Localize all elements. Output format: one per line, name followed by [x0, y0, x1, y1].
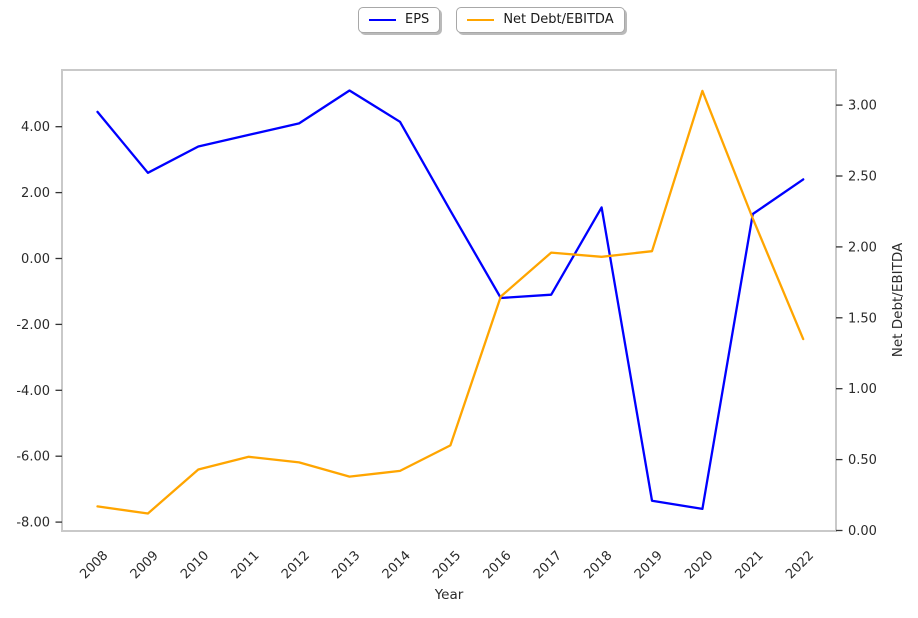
legend-eps-label: EPS — [405, 12, 430, 27]
x-axis-tick-label: 2022 — [783, 548, 817, 582]
left-axis-tick-label: -4.00 — [16, 384, 50, 399]
right-axis-tick-label: 0.50 — [848, 453, 877, 468]
legend-row: EPS Net Debt/EBITDA — [358, 7, 625, 33]
x-axis-tick-label: 2020 — [682, 548, 716, 582]
legend-net-debt-ebitda-label: Net Debt/EBITDA — [503, 12, 614, 27]
x-axis-tick-label: 2009 — [128, 548, 162, 582]
eps-line — [96, 89, 805, 511]
right-axis-tick-label: 3.00 — [848, 99, 877, 114]
x-axis-title: Year — [434, 587, 464, 603]
x-axis: 2008 2009 2010 2011 2012 2013 2014 2015 2016 2017… — [77, 548, 817, 582]
left-axis-tick-label: -8.00 — [16, 516, 50, 531]
right-axis-tick-label: 0.00 — [848, 524, 877, 539]
x-axis-tick-label: 2015 — [430, 548, 464, 582]
right-axis: 3.00 2.50 2.00 1.50 1.00 0.50 0.00 — [836, 99, 877, 539]
x-axis-tick-label: 2010 — [178, 548, 212, 582]
legend-net-debt-ebitda: Net Debt/EBITDA — [456, 7, 625, 33]
left-axis: 4.00 2.00 0.00 -2.00 -4.00 -6.00 -8.00 — [16, 120, 62, 531]
net-debt-ebitda-line — [96, 89, 805, 515]
right-axis-tick-label: 1.50 — [848, 311, 877, 326]
plot-border — [61, 69, 837, 532]
eps-line-swatch — [369, 18, 396, 21]
net-debt-ebitda-line-swatch — [467, 18, 495, 21]
right-axis-tick-label: 2.00 — [848, 240, 877, 255]
right-axis-tick-label: 2.50 — [848, 170, 877, 185]
legend-eps: EPS — [358, 7, 441, 33]
x-axis-tick-label: 2008 — [77, 548, 111, 582]
x-axis-tick-label: 2018 — [581, 548, 615, 582]
x-axis-tick-label: 2021 — [733, 548, 767, 582]
x-axis-tick-label: 2019 — [632, 548, 666, 582]
left-axis-tick-label: 4.00 — [21, 120, 50, 135]
left-axis-tick-label: -6.00 — [16, 450, 50, 465]
left-axis-tick-label: 0.00 — [21, 252, 50, 267]
x-axis-tick-label: 2017 — [531, 548, 565, 582]
x-axis-tick-label: 2016 — [481, 548, 515, 582]
x-axis-tick-label: 2014 — [380, 548, 414, 582]
x-axis-tick-label: 2011 — [229, 548, 263, 582]
right-axis-title: Net Debt/EBITDA — [890, 242, 906, 357]
x-axis-tick-label: 2012 — [279, 548, 313, 582]
left-axis-tick-label: -2.00 — [16, 318, 50, 333]
x-axis-tick-label: 2013 — [329, 548, 363, 582]
left-axis-tick-label: 2.00 — [21, 186, 50, 201]
right-axis-tick-label: 1.00 — [848, 382, 877, 397]
